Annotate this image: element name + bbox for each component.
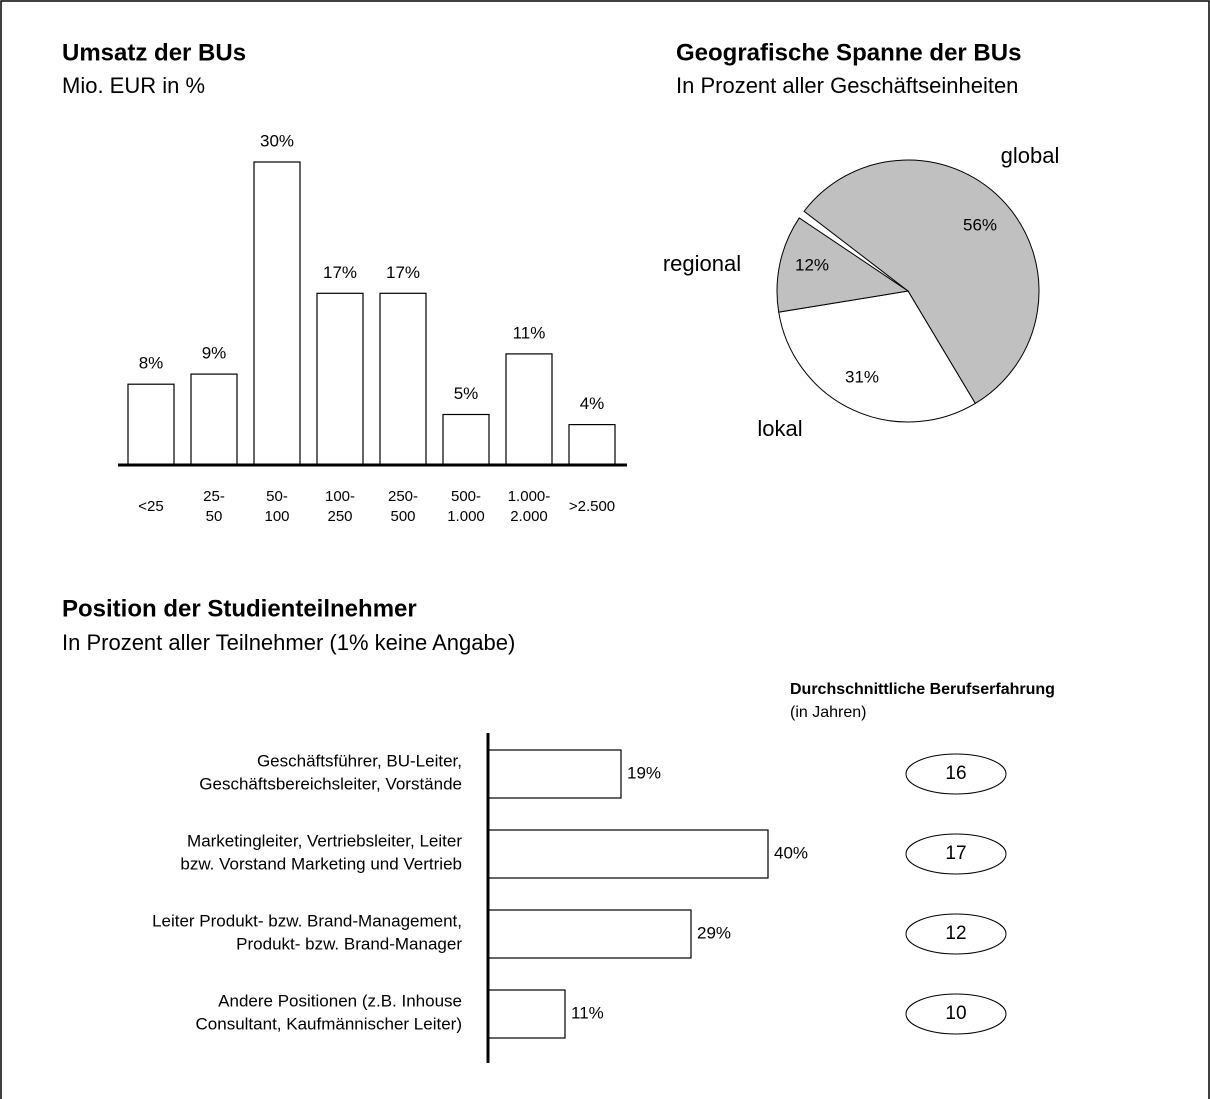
pie-slice (803, 159, 1040, 405)
x-tick-label: 50-100 (264, 488, 289, 525)
experience-subtitle: (in Jahren) (790, 704, 866, 721)
experience-value: 17 (945, 843, 966, 864)
category-label: Leiter Produkt- bzw. Brand-Management, Pr… (152, 912, 462, 954)
x-tick-label: 500-1.000 (447, 488, 485, 525)
value-label: 31% (845, 367, 879, 386)
bar (505, 353, 553, 466)
slice-label: regional (663, 251, 741, 276)
bar (316, 292, 364, 466)
experience-value: 12 (945, 923, 966, 944)
pie-slice (778, 290, 976, 423)
category-label: Marketingleiter, Vertriebsleiter, Leiter… (180, 832, 462, 874)
x-tick-label: <25 (138, 498, 163, 515)
experience-ellipse (905, 833, 1007, 875)
category-label: Geschäftsführer, BU-Leiter, Geschäftsbere… (199, 752, 462, 794)
category-label: Andere Positionen (z.B. Inhouse Consultan… (196, 992, 462, 1034)
bar (568, 424, 616, 466)
value-label: 17% (386, 263, 420, 282)
value-label: 4% (580, 394, 605, 413)
bar (487, 749, 622, 799)
value-label: 40% (774, 843, 808, 862)
bar (487, 829, 769, 879)
chart-subtitle: In Prozent aller Geschäftseinheiten (676, 73, 1018, 98)
value-label: 56% (963, 215, 997, 234)
x-tick-label: >2.500 (569, 498, 615, 515)
value-label: 12% (795, 255, 829, 274)
bar (487, 909, 692, 959)
bar (190, 373, 238, 466)
chart-subtitle: In Prozent aller Teilnehmer (1% keine An… (62, 630, 515, 655)
experience-ellipse (905, 993, 1007, 1035)
bar (127, 383, 175, 466)
x-tick-label: 100-250 (325, 488, 355, 525)
value-label: 9% (202, 344, 227, 363)
pie-slice (776, 217, 910, 313)
experience-value: 10 (945, 1003, 966, 1024)
experience-ellipse (905, 913, 1007, 955)
x-tick-label: 25-50 (203, 488, 225, 525)
value-label: 30% (260, 131, 294, 150)
experience-value: 16 (945, 763, 966, 784)
experience-ellipse (905, 753, 1007, 795)
slice-label: global (1001, 143, 1060, 168)
value-label: 17% (323, 263, 357, 282)
value-label: 29% (697, 923, 731, 942)
bar (442, 413, 490, 466)
experience-title: Durchschnittliche Berufserfahrung (790, 681, 1055, 698)
bar (253, 161, 301, 466)
value-label: 8% (139, 354, 164, 373)
chart-title: Geografische Spanne der BUs (676, 39, 1021, 66)
value-label: 19% (627, 763, 661, 782)
value-label: 5% (454, 384, 479, 403)
x-tick-label: 250-500 (388, 488, 418, 525)
bar (379, 292, 427, 466)
value-label: 11% (571, 1003, 604, 1022)
chart-title: Position der Studienteilnehmer (62, 595, 417, 622)
chart-subtitle: Mio. EUR in % (62, 73, 205, 98)
x-tick-label: 1.000-2.000 (508, 488, 551, 525)
value-label: 11% (513, 323, 546, 342)
slice-label: lokal (757, 416, 802, 441)
chart-title: Umsatz der BUs (62, 39, 246, 66)
bar (487, 989, 566, 1039)
